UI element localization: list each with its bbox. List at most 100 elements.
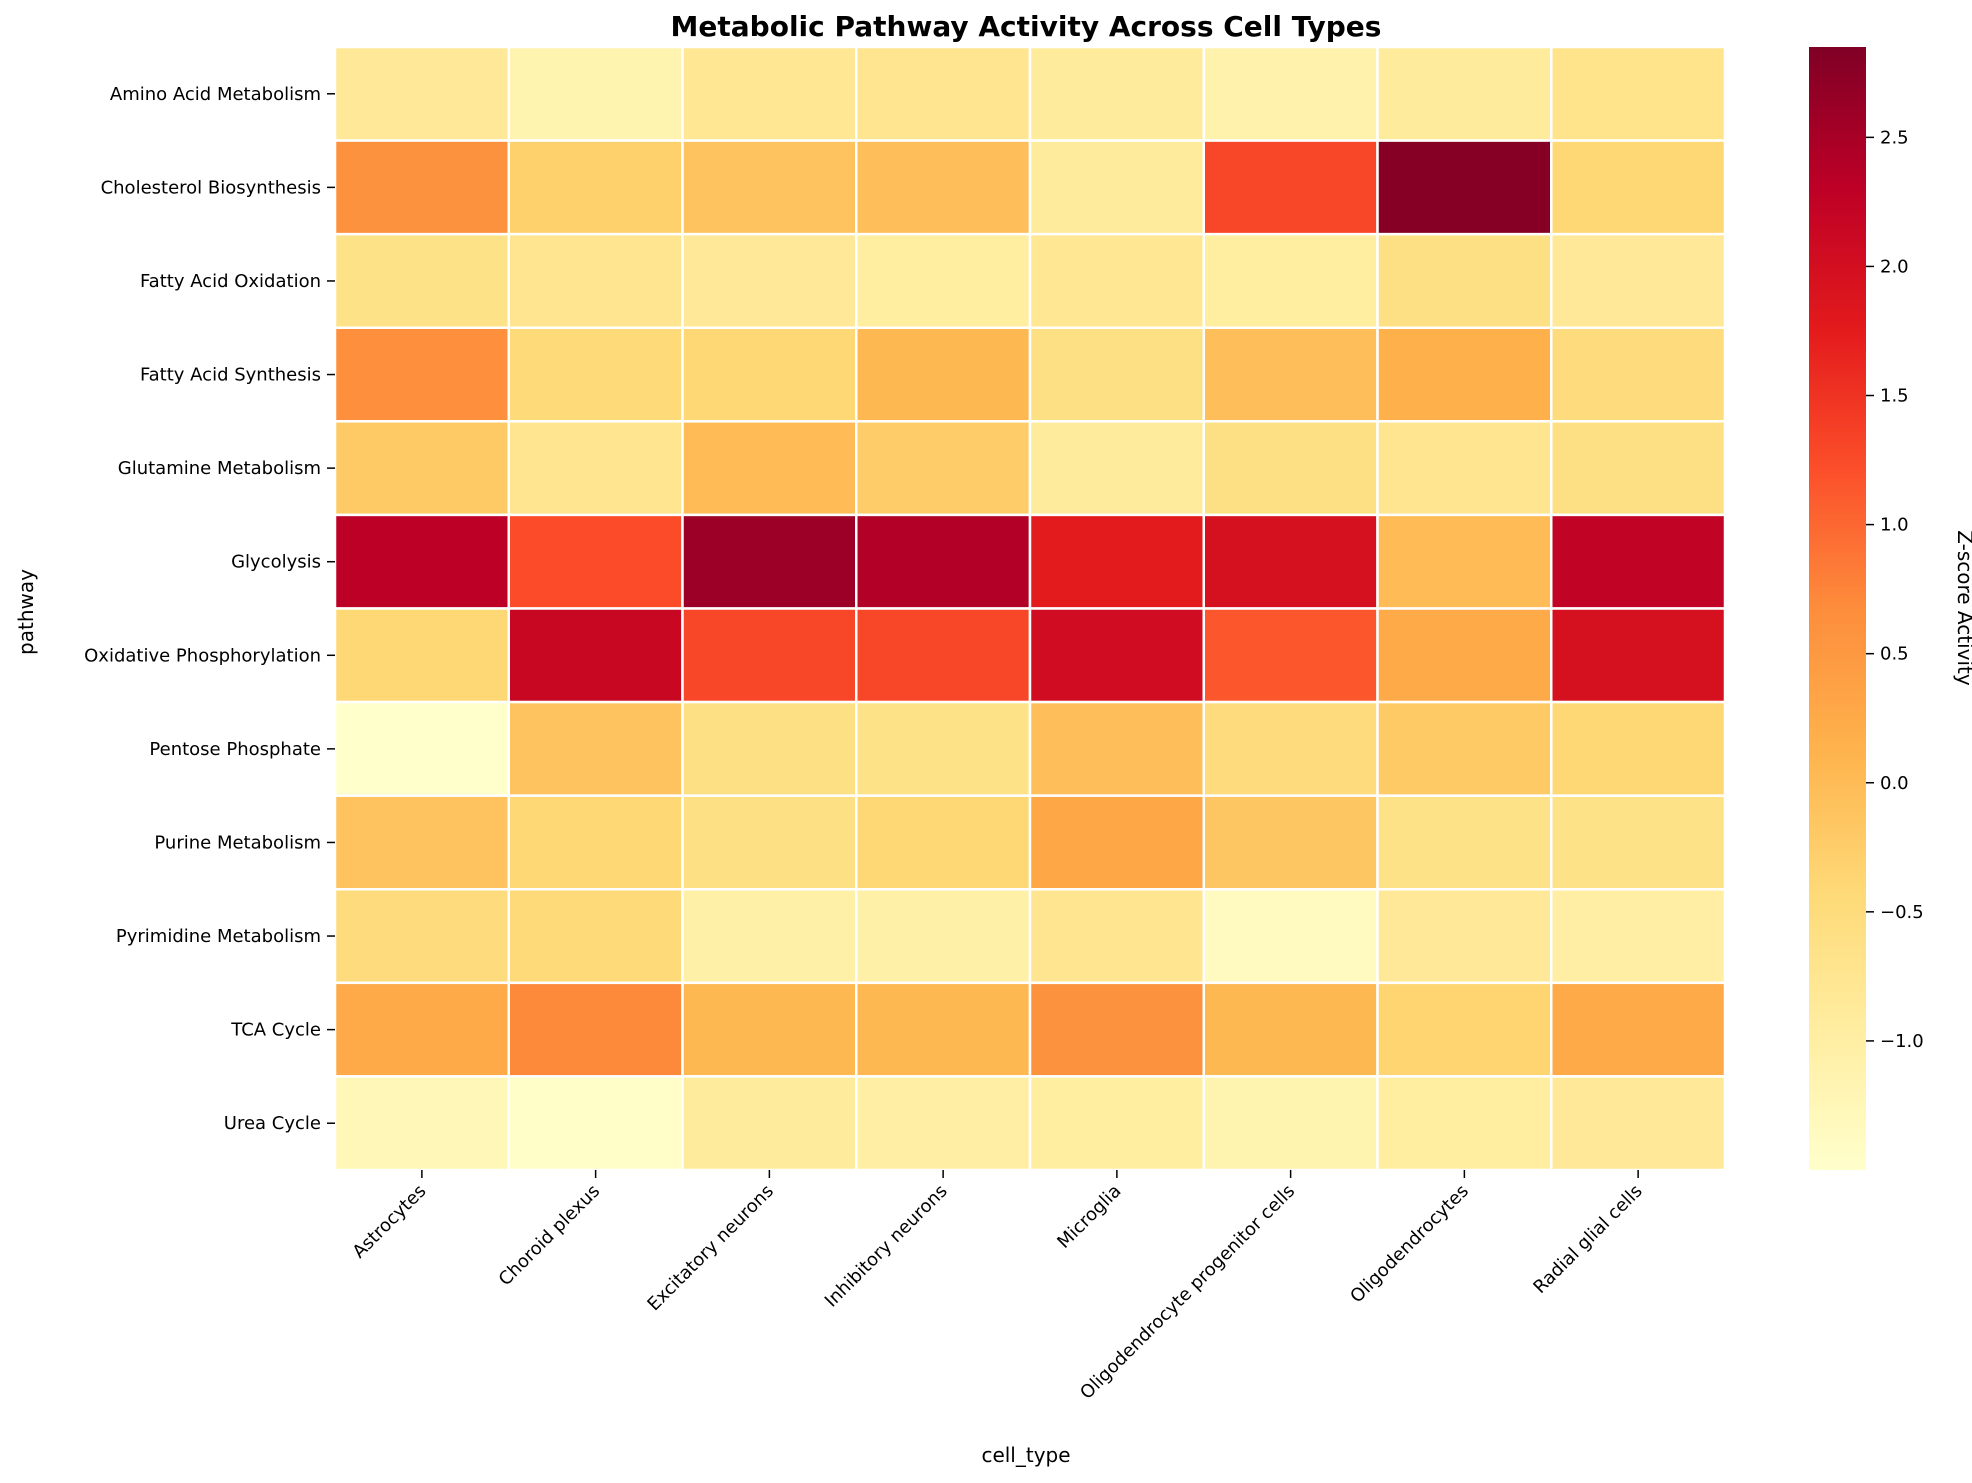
colorbar-label: Z-score Activity xyxy=(1953,530,1972,686)
colorbar-tick-label: 1.5 xyxy=(1880,386,1909,407)
colorbar-tick-label: 0.0 xyxy=(1880,773,1909,794)
heatmap-cell xyxy=(507,139,684,236)
heatmap-cell xyxy=(507,326,684,423)
x-tick-label: Radial glial cells xyxy=(1529,1181,1646,1298)
x-tick-label: Oligodendrocyte progenitor cells xyxy=(1076,1181,1299,1404)
heatmap-cell xyxy=(855,232,1032,329)
heatmap-cell xyxy=(855,1075,1032,1172)
colorbar-ticks: −1.0 −0.5 0.0 0.5 1.0 1.5 2.0 2.5 xyxy=(1866,127,1924,1052)
heatmap-cell xyxy=(507,794,684,891)
heatmap-cell xyxy=(681,420,858,517)
heatmap-cell xyxy=(1202,981,1379,1078)
heatmap-cell xyxy=(1202,45,1379,142)
heatmap-cell xyxy=(1028,420,1205,517)
heatmap-cell xyxy=(681,794,858,891)
heatmap-cell xyxy=(1376,888,1553,985)
heatmap-cell xyxy=(1550,1075,1727,1172)
heatmap-cell xyxy=(1376,45,1553,142)
heatmap-cell xyxy=(681,139,858,236)
heatmap-cell xyxy=(1376,326,1553,423)
heatmap-cell xyxy=(1550,700,1727,797)
heatmap-cell xyxy=(333,794,510,891)
heatmap-cell xyxy=(1028,139,1205,236)
heatmap-cell xyxy=(1202,700,1379,797)
heatmap-cell xyxy=(1028,794,1205,891)
heatmap-cell xyxy=(1550,420,1727,517)
colorbar-tick-label: 1.0 xyxy=(1880,515,1909,536)
heatmap-cell xyxy=(681,45,858,142)
heatmap-cell xyxy=(855,700,1032,797)
heatmap-cell xyxy=(333,700,510,797)
heatmap-cell xyxy=(855,326,1032,423)
heatmap-cell xyxy=(333,607,510,704)
heatmap-cell xyxy=(333,326,510,423)
heatmap-cell xyxy=(855,888,1032,985)
heatmap-cell xyxy=(1028,326,1205,423)
heatmap-cell xyxy=(507,420,684,517)
heatmap-cell xyxy=(1202,232,1379,329)
heatmap-cell xyxy=(333,513,510,610)
heatmap-cell xyxy=(1376,420,1553,517)
heatmap-cell xyxy=(681,232,858,329)
heatmap-cell xyxy=(1550,326,1727,423)
y-tick-label: Cholesterol Biosynthesis xyxy=(101,177,321,198)
y-tick-label: Glycolysis xyxy=(231,552,321,573)
heatmap-cell xyxy=(333,981,510,1078)
y-tick-label: Fatty Acid Oxidation xyxy=(140,271,321,292)
heatmap-cell xyxy=(1202,139,1379,236)
heatmap-cell xyxy=(1550,232,1727,329)
heatmap-cell xyxy=(855,513,1032,610)
heatmap-cell xyxy=(1376,1075,1553,1172)
colorbar-tick-label: −1.0 xyxy=(1880,1031,1924,1052)
x-tick-label: Oligodendrocytes xyxy=(1346,1181,1473,1308)
heatmap-cell xyxy=(1376,794,1553,891)
colorbar-tick-label: −0.5 xyxy=(1880,902,1924,923)
x-tick-label: Astrocytes xyxy=(349,1181,431,1263)
heatmap-cell xyxy=(1376,232,1553,329)
heatmap-cell xyxy=(507,888,684,985)
heatmap-cell xyxy=(1202,420,1379,517)
heatmap-cell xyxy=(1376,607,1553,704)
y-tick-label: Oxidative Phosphorylation xyxy=(84,645,321,666)
heatmap-cell xyxy=(507,1075,684,1172)
heatmap-cell xyxy=(1202,607,1379,704)
heatmap-cell xyxy=(1028,232,1205,329)
heatmap-cell xyxy=(1376,981,1553,1078)
x-tick-label: Excitatory neurons xyxy=(643,1181,778,1316)
heatmap-cell xyxy=(507,232,684,329)
heatmap-cell xyxy=(681,513,858,610)
heatmap-cell xyxy=(1550,139,1727,236)
heatmap-cell xyxy=(1028,888,1205,985)
y-tick-label: TCA Cycle xyxy=(230,1020,321,1041)
heatmap-cell xyxy=(1376,513,1553,610)
y-tick-label: Amino Acid Metabolism xyxy=(110,84,321,105)
y-tick-label: Pentose Phosphate xyxy=(149,739,321,760)
heatmap-cells xyxy=(333,45,1727,1172)
heatmap-cell xyxy=(333,1075,510,1172)
y-axis-label: pathway xyxy=(14,569,38,655)
heatmap-cell xyxy=(333,139,510,236)
heatmap-cell xyxy=(681,888,858,985)
heatmap-cell xyxy=(1550,607,1727,704)
heatmap-cell xyxy=(507,700,684,797)
colorbar-tick-label: 0.5 xyxy=(1880,644,1909,665)
heatmap-cell xyxy=(681,607,858,704)
heatmap-cell xyxy=(1550,45,1727,142)
colorbar-tick-label: 2.0 xyxy=(1880,256,1909,277)
heatmap-cell xyxy=(333,232,510,329)
heatmap-cell xyxy=(1376,139,1553,236)
heatmap-cell xyxy=(333,45,510,142)
colorbar-tick-label: 2.5 xyxy=(1880,127,1909,148)
heatmap-cell xyxy=(1028,700,1205,797)
heatmap-cell xyxy=(855,420,1032,517)
heatmap-cell xyxy=(681,981,858,1078)
x-tick-label: Inhibitory neurons xyxy=(821,1181,952,1312)
x-tick-label: Microglia xyxy=(1053,1181,1125,1253)
y-tick-label: Purine Metabolism xyxy=(154,832,321,853)
heatmap-cell xyxy=(1376,700,1553,797)
heatmap-cell xyxy=(1550,888,1727,985)
x-axis-ticks: Astrocytes Choroid plexus Excitatory neuro… xyxy=(349,1170,1647,1404)
y-axis-ticks: Amino Acid Metabolism Cholesterol Biosynt… xyxy=(84,84,335,1134)
heatmap-cell xyxy=(1202,888,1379,985)
